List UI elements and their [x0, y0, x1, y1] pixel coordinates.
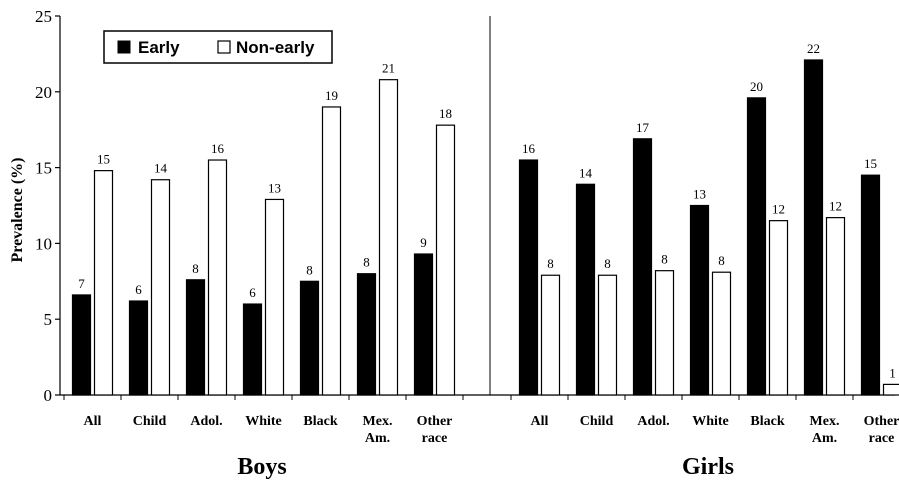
legend-swatch-non-early — [218, 41, 230, 53]
y-axis-title: Prevalence (%) — [9, 158, 26, 263]
data-label: 8 — [604, 256, 611, 271]
data-label: 8 — [363, 255, 370, 270]
data-label: 14 — [579, 165, 593, 180]
bar-girls-non-early — [884, 384, 899, 395]
bar-boys-non-early — [95, 171, 113, 395]
category-label: Other race — [417, 414, 453, 446]
bar-girls-non-early — [770, 221, 788, 395]
bar-boys-early — [415, 254, 433, 395]
bar-girls-early — [805, 60, 823, 395]
bar-boys-early — [244, 304, 262, 395]
category-label: Black — [303, 414, 337, 429]
bar-boys-early — [358, 274, 376, 395]
data-label: 20 — [750, 79, 763, 94]
bar-girls-non-early — [656, 271, 674, 395]
bar-girls-non-early — [827, 218, 845, 395]
data-label: 8 — [718, 253, 725, 268]
data-label: 15 — [97, 152, 110, 167]
data-label: 16 — [522, 141, 536, 156]
y-tick-label: 15 — [35, 159, 52, 178]
y-tick-label: 20 — [35, 83, 52, 102]
data-label: 13 — [693, 187, 706, 202]
bar-girls-early — [691, 206, 709, 396]
y-tick-label: 10 — [35, 234, 52, 253]
data-label: 1 — [889, 365, 896, 380]
category-label: Child — [580, 414, 614, 429]
bar-boys-non-early — [266, 199, 284, 395]
bar-boys-early — [301, 281, 319, 395]
data-label: 14 — [154, 161, 168, 176]
data-label: 8 — [192, 261, 199, 276]
bar-boys-early — [130, 301, 148, 395]
group-title-boys: Boys — [237, 454, 286, 480]
bar-girls-early — [634, 139, 652, 395]
bar-girls-early — [748, 98, 766, 395]
category-label: Mex. Am. — [363, 414, 393, 446]
data-label: 12 — [772, 202, 785, 217]
data-label: 8 — [306, 262, 313, 277]
data-label: 16 — [211, 141, 225, 156]
bar-boys-non-early — [209, 160, 227, 395]
data-label: 21 — [382, 61, 395, 76]
legend-label-non-early: Non-early — [236, 38, 315, 57]
data-label: 9 — [420, 235, 427, 250]
legend-swatch-early — [118, 41, 130, 53]
group-title-girls: Girls — [682, 454, 734, 480]
bar-boys-non-early — [152, 180, 170, 395]
category-label: Other race — [864, 414, 899, 446]
bar-girls-early — [862, 175, 880, 395]
category-label: Mex. Am. — [810, 414, 840, 446]
data-label: 8 — [547, 256, 554, 271]
y-tick-label: 5 — [44, 310, 53, 329]
category-label: All — [531, 414, 549, 429]
data-label: 17 — [636, 120, 650, 135]
bar-boys-non-early — [380, 80, 398, 395]
bar-girls-non-early — [542, 275, 560, 395]
data-label: 13 — [268, 180, 281, 195]
bar-girls-early — [520, 160, 538, 395]
data-label: 7 — [78, 276, 85, 291]
category-label: Adol. — [637, 414, 669, 429]
bar-girls-non-early — [713, 272, 731, 395]
y-tick-label: 25 — [35, 7, 52, 26]
category-label: Adol. — [190, 414, 222, 429]
data-label: 6 — [249, 285, 256, 300]
y-tick-label: 0 — [44, 386, 53, 405]
data-label: 18 — [439, 106, 452, 121]
legend: Early Non-early — [104, 31, 332, 63]
bar-girls-early — [577, 184, 595, 395]
category-label: White — [245, 414, 282, 429]
data-label: 19 — [325, 88, 338, 103]
data-label: 12 — [829, 199, 842, 214]
category-label: Child — [133, 414, 167, 429]
data-label: 22 — [807, 41, 820, 56]
bar-girls-non-early — [599, 275, 617, 395]
bar-boys-non-early — [323, 107, 341, 395]
data-label: 6 — [135, 282, 142, 297]
category-label: Black — [750, 414, 784, 429]
data-label: 8 — [661, 252, 668, 267]
data-label: 15 — [864, 156, 877, 171]
category-label: All — [84, 414, 102, 429]
bar-boys-non-early — [437, 125, 455, 395]
bar-boys-early — [73, 295, 91, 395]
legend-label-early: Early — [138, 38, 180, 57]
bars — [73, 60, 899, 395]
category-label: White — [692, 414, 729, 429]
bar-boys-early — [187, 280, 205, 395]
